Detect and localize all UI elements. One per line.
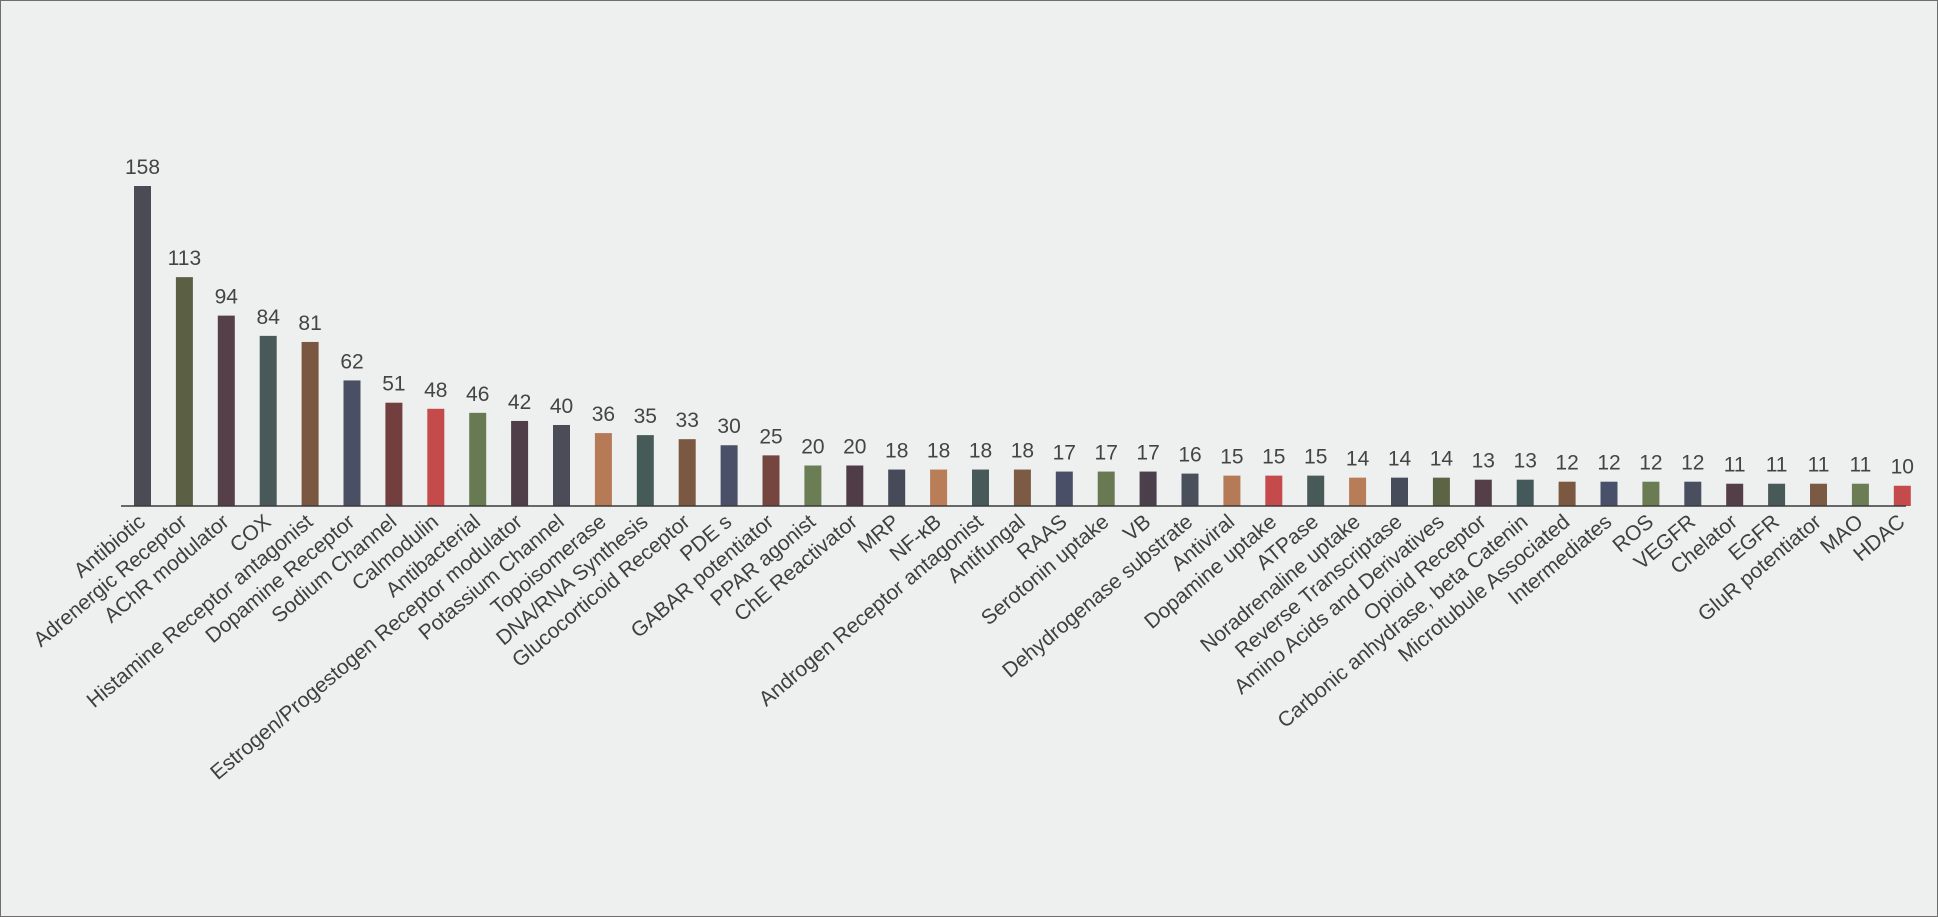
bar <box>888 469 906 506</box>
data-label: 94 <box>215 286 239 309</box>
data-label: 14 <box>1346 448 1370 471</box>
bar <box>1726 483 1744 506</box>
data-label: 15 <box>1262 446 1285 469</box>
data-label: 15 <box>1220 446 1243 469</box>
bar <box>804 465 822 506</box>
bar <box>1642 481 1660 506</box>
data-label: 13 <box>1472 450 1495 473</box>
bar <box>1810 483 1827 506</box>
bar <box>1516 479 1534 506</box>
data-label: 35 <box>634 405 657 428</box>
data-label: 46 <box>466 383 489 406</box>
bar <box>678 439 696 506</box>
bar <box>972 469 989 506</box>
bar <box>1558 481 1576 506</box>
data-label: 12 <box>1597 452 1620 475</box>
bar <box>1097 471 1115 506</box>
data-label: 14 <box>1430 448 1454 471</box>
bar <box>594 433 612 506</box>
data-label: 20 <box>843 435 866 458</box>
bar <box>1181 473 1199 506</box>
bar <box>343 380 361 506</box>
data-label: 62 <box>340 350 363 373</box>
data-label: 18 <box>969 440 992 463</box>
bar <box>1139 471 1157 506</box>
data-label: 42 <box>508 391 531 414</box>
data-label: 18 <box>885 440 908 463</box>
bar <box>469 412 487 506</box>
data-label: 48 <box>424 379 447 402</box>
bar <box>1893 485 1911 506</box>
data-label: 51 <box>382 373 405 396</box>
bar <box>1851 483 1869 506</box>
data-label: 18 <box>927 440 950 463</box>
bar <box>1474 479 1492 506</box>
data-label: 36 <box>592 403 615 426</box>
bar <box>1265 475 1283 506</box>
data-label: 25 <box>759 425 782 448</box>
bar <box>217 315 235 506</box>
data-label: 10 <box>1891 456 1914 479</box>
bar <box>301 341 319 506</box>
bar <box>553 424 570 506</box>
data-label: 81 <box>298 312 321 335</box>
data-label: 30 <box>717 415 740 438</box>
data-label: 18 <box>1011 440 1034 463</box>
data-label: 14 <box>1388 448 1412 471</box>
bar <box>1391 477 1408 506</box>
data-label: 12 <box>1681 452 1704 475</box>
data-label: 11 <box>1808 454 1830 477</box>
data-label: 12 <box>1555 452 1578 475</box>
bar <box>427 408 445 506</box>
bar <box>1223 475 1241 506</box>
bar <box>1600 481 1618 506</box>
bar <box>762 455 780 506</box>
bar <box>175 277 193 506</box>
data-label: 158 <box>125 156 160 179</box>
bar <box>1432 477 1450 506</box>
bar <box>1349 477 1367 506</box>
bar <box>720 445 738 506</box>
bar <box>385 402 403 506</box>
bar <box>259 335 277 506</box>
bar <box>1013 469 1031 506</box>
bar <box>1684 481 1702 506</box>
data-label: 11 <box>1724 454 1746 477</box>
data-label: 17 <box>1136 442 1159 465</box>
bar <box>1307 475 1325 506</box>
data-label: 17 <box>1095 442 1118 465</box>
bar <box>134 186 151 506</box>
data-label: 11 <box>1766 454 1788 477</box>
bar <box>511 420 529 506</box>
data-label: 33 <box>676 409 699 432</box>
data-label: 16 <box>1178 444 1201 467</box>
data-label: 84 <box>257 306 281 329</box>
data-label: 13 <box>1514 450 1537 473</box>
data-label: 40 <box>550 395 573 418</box>
bar <box>1055 471 1073 506</box>
data-label: 15 <box>1304 446 1327 469</box>
bar <box>1768 483 1786 506</box>
data-label: 11 <box>1849 454 1871 477</box>
bar <box>930 469 948 506</box>
data-label: 20 <box>801 435 824 458</box>
bar <box>846 465 864 506</box>
data-label: 12 <box>1639 452 1662 475</box>
bar <box>636 435 654 506</box>
data-label: 113 <box>168 247 201 270</box>
data-label: 17 <box>1053 442 1076 465</box>
